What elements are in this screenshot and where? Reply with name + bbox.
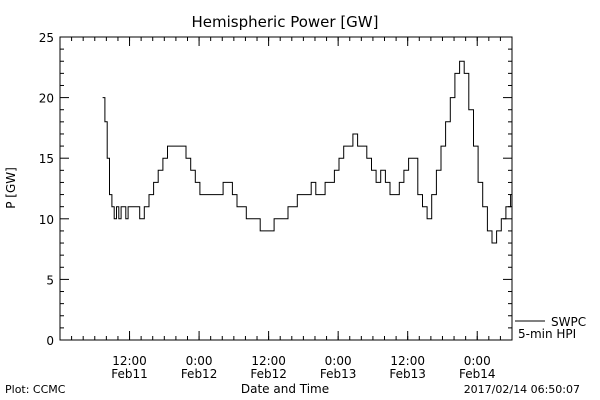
y-axis: 0 5 10 15 20 25 bbox=[39, 31, 512, 348]
x-tick-time-label: 12:00 bbox=[112, 354, 147, 368]
legend-entry-2: 5-min HPI bbox=[518, 327, 576, 341]
x-tick-date-label: Feb13 bbox=[389, 367, 426, 381]
legend: SWPC 5-min HPI bbox=[515, 315, 586, 341]
y-tick-label: 25 bbox=[39, 31, 54, 45]
plot-timestamp: 2017/02/14 06:50:07 bbox=[464, 383, 580, 396]
y-tick-label: 10 bbox=[39, 213, 54, 227]
x-tick-time-label: 12:00 bbox=[390, 354, 425, 368]
x-tick-time-label: 0:00 bbox=[464, 354, 491, 368]
x-tick-date-label: Feb12 bbox=[250, 367, 287, 381]
y-tick-label: 15 bbox=[39, 152, 54, 166]
series-line-hpi bbox=[102, 60, 512, 244]
y-axis-label: P [GW] bbox=[4, 167, 18, 209]
series-layer bbox=[102, 60, 512, 244]
x-tick-time-label: 12:00 bbox=[251, 354, 286, 368]
x-tick-date-label: Feb12 bbox=[181, 367, 218, 381]
x-tick-time-label: 0:00 bbox=[325, 354, 352, 368]
x-axis: 12:00Feb110:00Feb1212:00Feb120:00Feb1312… bbox=[59, 37, 513, 381]
plot-credit: Plot: CCMC bbox=[5, 383, 66, 396]
y-tick-label: 20 bbox=[39, 92, 54, 106]
x-axis-label: Date and Time bbox=[241, 382, 329, 396]
y-tick-label: 0 bbox=[46, 334, 54, 348]
x-tick-date-label: Feb14 bbox=[459, 367, 496, 381]
chart-title: Hemispheric Power [GW] bbox=[192, 13, 379, 31]
y-tick-label: 5 bbox=[46, 273, 54, 287]
x-tick-date-label: Feb11 bbox=[111, 367, 148, 381]
plot-frame bbox=[59, 36, 513, 341]
x-tick-date-label: Feb13 bbox=[320, 367, 357, 381]
legend-entry-1: SWPC bbox=[551, 315, 586, 329]
x-tick-time-label: 0:00 bbox=[186, 354, 213, 368]
